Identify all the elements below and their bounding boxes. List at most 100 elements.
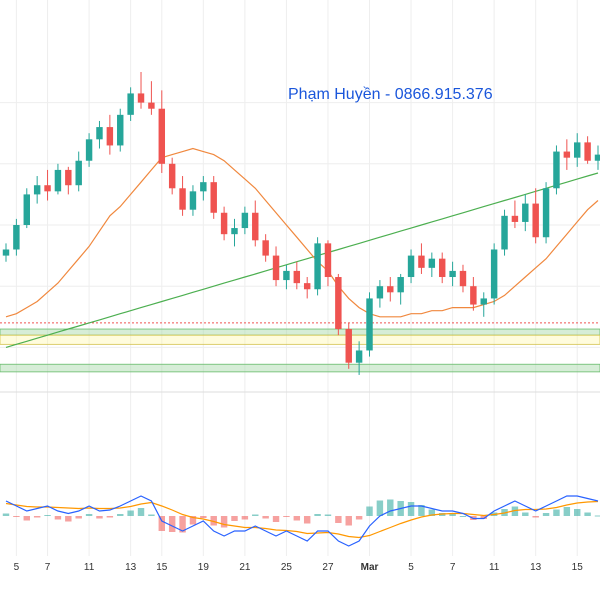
support-zone bbox=[0, 334, 600, 345]
macd-histogram-bar bbox=[117, 514, 124, 516]
candle bbox=[553, 145, 560, 195]
candle bbox=[13, 218, 20, 256]
x-tick-label: 13 bbox=[125, 562, 137, 573]
macd-histogram-bar bbox=[355, 516, 363, 520]
support-zone bbox=[0, 363, 600, 373]
candle bbox=[283, 264, 290, 290]
candle-body bbox=[490, 249, 498, 299]
macd-histogram-bar bbox=[303, 516, 311, 524]
candle bbox=[480, 292, 487, 317]
candle bbox=[345, 322, 352, 369]
candle bbox=[23, 188, 30, 229]
candle bbox=[262, 234, 269, 262]
macd-histogram-bar bbox=[33, 516, 41, 518]
candle-body bbox=[459, 270, 467, 287]
candle bbox=[397, 273, 404, 305]
macd-histogram-bar bbox=[376, 500, 384, 516]
candle bbox=[127, 87, 134, 121]
candle bbox=[532, 188, 539, 244]
candle-body bbox=[594, 154, 600, 161]
candle bbox=[231, 218, 238, 247]
candle-body bbox=[33, 185, 41, 195]
x-tick-label: 11 bbox=[84, 562, 95, 573]
candle-body bbox=[387, 286, 394, 293]
candle bbox=[563, 139, 571, 170]
candle-body bbox=[148, 102, 155, 109]
macd-histogram-bar bbox=[387, 499, 394, 516]
candle bbox=[44, 169, 51, 201]
candle bbox=[200, 176, 207, 201]
macd-histogram-bar bbox=[459, 516, 467, 517]
candle-body bbox=[179, 188, 186, 210]
candle bbox=[314, 237, 321, 296]
candle bbox=[117, 108, 124, 152]
candle-body bbox=[293, 270, 301, 284]
macd-histogram-bar bbox=[594, 515, 600, 517]
macd-histogram-bar bbox=[272, 516, 280, 522]
candle bbox=[418, 243, 425, 274]
macd-histogram-bar bbox=[428, 509, 436, 516]
candle-body bbox=[511, 215, 519, 222]
candle bbox=[407, 249, 415, 284]
macd-histogram-bar bbox=[96, 516, 103, 519]
macd-histogram-bar bbox=[262, 516, 269, 519]
x-tick-label: 5 bbox=[14, 562, 20, 573]
macd-histogram-bar bbox=[283, 516, 290, 517]
macd-histogram-bar bbox=[168, 516, 176, 532]
candle-body bbox=[23, 194, 30, 225]
macd-histogram-bar bbox=[23, 516, 30, 521]
candle-body bbox=[96, 127, 103, 140]
candle bbox=[355, 341, 363, 375]
macd-histogram-bar bbox=[85, 514, 93, 516]
candle-body bbox=[563, 151, 571, 158]
candle-body bbox=[314, 243, 321, 290]
candle bbox=[522, 194, 529, 232]
candle bbox=[584, 136, 591, 164]
candle-body bbox=[2, 249, 10, 256]
x-tick-label: 15 bbox=[572, 562, 584, 573]
candle bbox=[65, 166, 72, 195]
x-tick-label: 21 bbox=[239, 562, 251, 573]
macd-line bbox=[5, 495, 599, 547]
candle bbox=[210, 176, 217, 219]
candle bbox=[438, 252, 446, 284]
macd-histogram-bar bbox=[314, 514, 321, 516]
candle bbox=[148, 81, 155, 115]
candle-body bbox=[449, 270, 456, 278]
candle-body bbox=[85, 139, 93, 161]
macd-histogram-bar bbox=[335, 516, 342, 523]
ma-slow-line bbox=[5, 172, 599, 348]
x-tick-label: 13 bbox=[530, 562, 542, 573]
candle-body bbox=[220, 212, 228, 235]
candle-body bbox=[376, 286, 384, 299]
x-tick-label: 11 bbox=[489, 562, 500, 573]
support-zone bbox=[0, 328, 600, 336]
candle bbox=[179, 176, 186, 216]
candle bbox=[303, 277, 311, 299]
macd-histogram-bar bbox=[584, 512, 591, 516]
candle bbox=[158, 90, 166, 173]
macd-histogram-bar bbox=[148, 514, 155, 516]
macd-histogram-bar bbox=[13, 516, 20, 517]
macd-histogram-bar bbox=[449, 513, 456, 516]
x-axis: 5 7 11 13 15 19 21 25 27 Mar 5 7 11 13 15 bbox=[14, 562, 584, 573]
candle-body bbox=[501, 215, 508, 250]
support-zones bbox=[0, 322, 600, 373]
candle-body bbox=[438, 258, 446, 278]
macd-histogram-bar bbox=[522, 512, 529, 516]
candle-body bbox=[231, 228, 238, 235]
macd-histogram-bar bbox=[106, 516, 114, 518]
candle-body bbox=[200, 182, 207, 192]
candle bbox=[470, 277, 477, 311]
candle-body bbox=[470, 286, 477, 305]
candle bbox=[33, 176, 41, 204]
candle bbox=[366, 292, 373, 357]
candle bbox=[189, 185, 197, 216]
candle-body bbox=[283, 270, 290, 281]
candle-body bbox=[189, 191, 197, 210]
macd-histogram-bar bbox=[65, 516, 72, 522]
candle bbox=[542, 182, 550, 244]
candle bbox=[574, 133, 581, 167]
